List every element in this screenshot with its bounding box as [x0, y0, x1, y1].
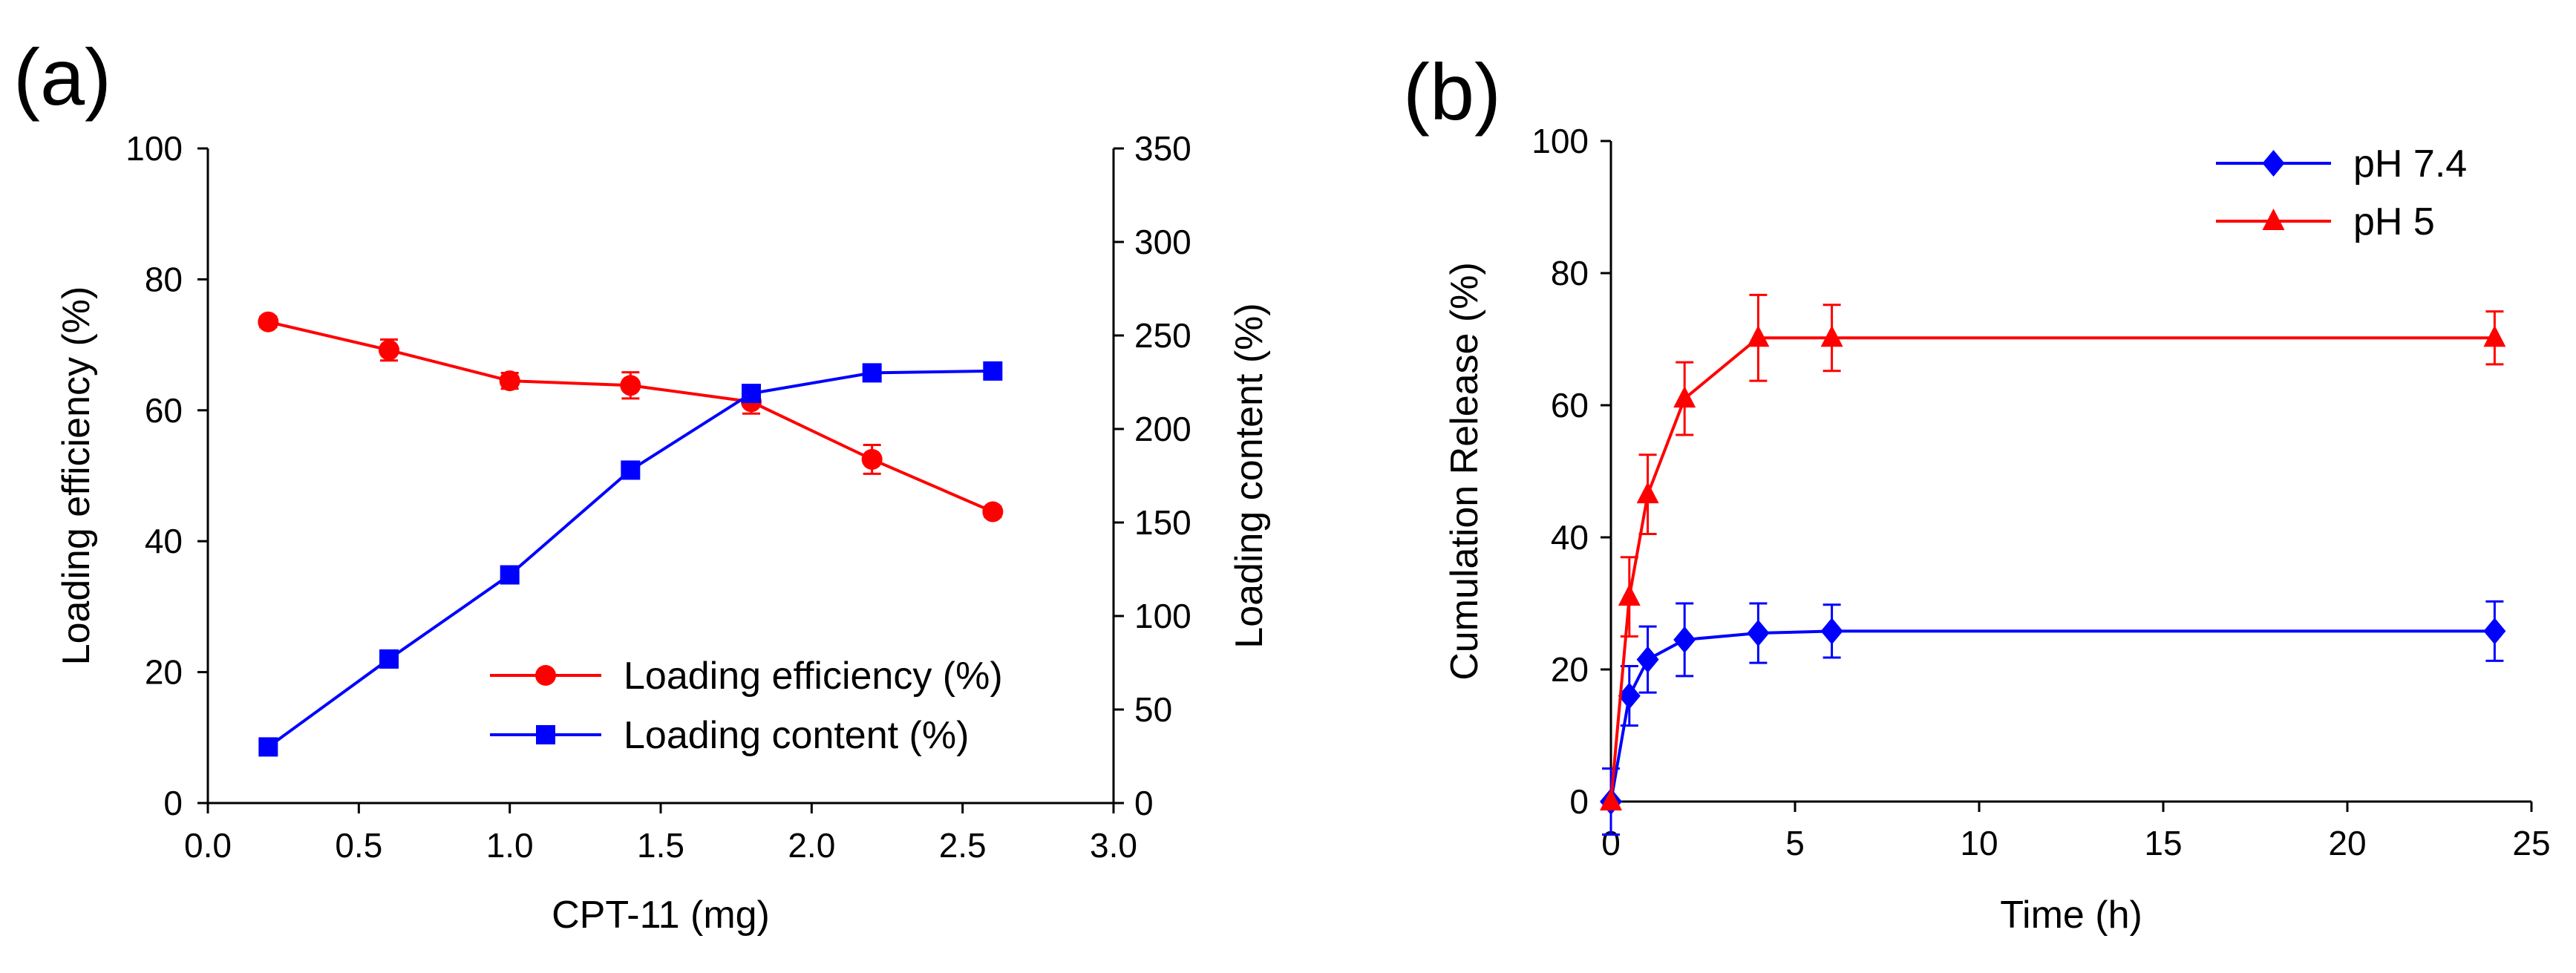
- chart1-legend-label-1: pH 5: [2353, 200, 2435, 243]
- chart0-y-tick-label: 60: [145, 391, 183, 430]
- chart1-series-0-point: [1820, 617, 1843, 645]
- chart0-legend-marker-1: [536, 725, 555, 744]
- chart1-series-0-point: [1636, 646, 1659, 673]
- chart0-series-0-line: [267, 320, 994, 514]
- panel-a-label: (a): [13, 32, 111, 122]
- chart0-x-tick-label: 1.5: [637, 826, 684, 865]
- chart0-legend-marker-0: [535, 665, 556, 686]
- chart1-y-tick-label: 60: [1551, 386, 1589, 425]
- chart0-y-axis-label: Loading efficiency (%): [55, 286, 98, 666]
- chart1-legend-label-0: pH 7.4: [2353, 142, 2467, 186]
- chart0-series-1-point: [500, 565, 520, 585]
- chart0-y2-tick-label: 350: [1134, 129, 1191, 168]
- chart0-series-0-point: [379, 339, 399, 361]
- chart1-series-1-point: [1747, 325, 1770, 347]
- chart1-series-0-point: [1618, 682, 1641, 710]
- chart0-series-1-point: [862, 363, 882, 383]
- chart0-y2-tick-label: 50: [1134, 690, 1172, 729]
- chart0-y2-tick-label: 300: [1134, 223, 1191, 261]
- chart0-y2-tick-label: 0: [1134, 784, 1154, 822]
- chart0-series-1-point: [983, 361, 1003, 381]
- chart0-y2-tick-label: 150: [1134, 503, 1191, 542]
- chart1-x-tick-label: 25: [2512, 824, 2550, 862]
- chart1-y-tick-label: 80: [1551, 254, 1589, 292]
- chart1-series-1-point: [1600, 789, 1622, 810]
- chart0-y-tick-label: 0: [163, 784, 183, 822]
- chart1-x-tick-label: 20: [2328, 824, 2366, 862]
- chart1-series-1-point: [1618, 584, 1641, 606]
- chart0-series-0-point: [258, 311, 279, 332]
- chart1-x-axis-label: Time (h): [2000, 894, 2142, 937]
- chart1-series-1-line: [1609, 336, 2495, 802]
- chart0-legend-label-1: Loading content (%): [624, 714, 969, 757]
- chart1-series-0-point: [1747, 620, 1770, 647]
- chart1-y-tick-label: 20: [1551, 650, 1589, 689]
- chart0-x-tick-label: 1.0: [486, 826, 534, 865]
- chart0-x-tick-label: 2.5: [939, 826, 987, 865]
- chart0-x-tick-label: 2.0: [788, 826, 835, 865]
- chart0-y-tick-label: 40: [145, 522, 183, 560]
- chart0-x-tick-label: 3.0: [1090, 826, 1137, 865]
- chart0-series-0-point: [861, 448, 883, 470]
- chart0-y2-tick-label: 250: [1134, 316, 1191, 355]
- chart1-series-0-point: [2483, 617, 2506, 645]
- chart1-y-tick-label: 0: [1569, 782, 1589, 821]
- chart0-series-0-point: [620, 375, 641, 396]
- chart0-series-1-point: [621, 460, 641, 480]
- chart0-series-0-point: [499, 370, 520, 392]
- chart0-series-1-point: [258, 737, 278, 757]
- chart0-x-tick-label: 0.5: [335, 826, 382, 865]
- chart0-series-1-point: [742, 384, 761, 404]
- chart1-legend-marker-1: [2262, 209, 2285, 230]
- chart1-series-1-point: [2483, 325, 2506, 347]
- chart0-x-tick-label: 0.0: [184, 826, 232, 865]
- chart0-y-tick-label: 20: [145, 653, 183, 692]
- chart1-series-1-point: [1673, 386, 1696, 408]
- chart1-x-tick-label: 5: [1785, 824, 1805, 862]
- chart1-x-tick-label: 15: [2144, 824, 2182, 862]
- chart0-x-axis-label: CPT-11 (mg): [552, 894, 770, 937]
- chart1-series-1-point: [1820, 325, 1843, 347]
- chart1-series-1-point: [1636, 482, 1659, 504]
- chart1-series-0-line: [1609, 629, 2495, 802]
- chart0-legend-label-0: Loading efficiency (%): [624, 655, 1003, 698]
- chart0-y-tick-label: 80: [145, 260, 183, 298]
- chart0-y2-tick-label: 100: [1134, 597, 1191, 635]
- chart1-x-tick-label: 10: [1960, 824, 1998, 862]
- chart1-y-tick-label: 100: [1531, 122, 1589, 160]
- chart1-legend-marker-0: [2262, 150, 2285, 177]
- panel-b-label: (b): [1403, 47, 1501, 137]
- chart1-y-axis-label: Cumulation Release (%): [1443, 262, 1486, 681]
- chart0-series-0-point: [982, 501, 1004, 522]
- chart0-y2-axis-label: Loading content (%): [1228, 303, 1271, 648]
- chart1-y-tick-label: 40: [1551, 518, 1589, 557]
- chart1-series-0-point: [1673, 626, 1696, 653]
- chart0-series-1-point: [379, 649, 399, 669]
- chart0-y2-tick-label: 200: [1134, 410, 1191, 448]
- chart0-y-tick-label: 100: [125, 129, 183, 168]
